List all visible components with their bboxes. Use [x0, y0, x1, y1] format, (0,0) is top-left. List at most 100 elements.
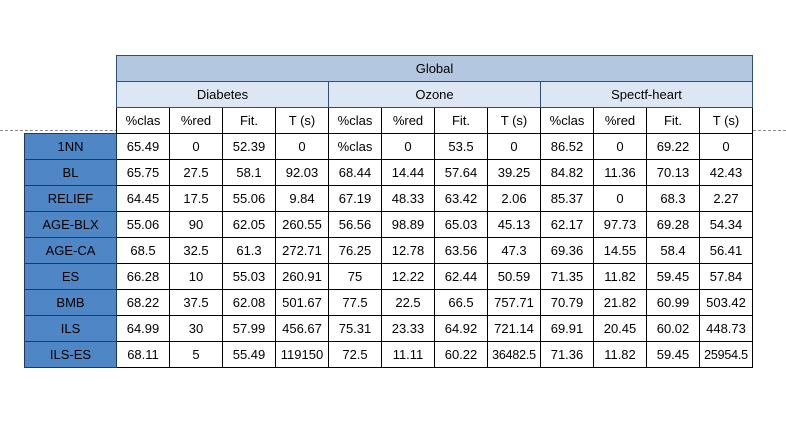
- table-cell: 60.99: [646, 289, 700, 316]
- table-cell: 68.22: [116, 289, 170, 316]
- table-cell: 55.49: [222, 341, 276, 368]
- table-cell: 69.91: [540, 315, 594, 342]
- metric-header: %clas: [328, 107, 382, 134]
- table-cell: 59.45: [646, 263, 700, 290]
- table-cell: 37.5: [169, 289, 223, 316]
- method-label: BL: [24, 159, 117, 186]
- method-label: ILS-ES: [24, 341, 117, 368]
- table-cell: 62.08: [222, 289, 276, 316]
- table-cell: 57.99: [222, 315, 276, 342]
- table-cell: 260.55: [275, 211, 329, 238]
- table-cell: 57.64: [434, 159, 488, 186]
- table-cell: 90: [169, 211, 223, 238]
- table-cell: 21.82: [593, 289, 647, 316]
- table-cell: 55.06: [222, 185, 276, 212]
- table-cell: 85.37: [540, 185, 594, 212]
- table-cell: 58.4: [646, 237, 700, 264]
- table-cell: 17.5: [169, 185, 223, 212]
- table-cell: 0: [381, 133, 435, 160]
- metric-header: T (s): [275, 107, 329, 134]
- table-row: BMB 68.22 37.5 62.08 501.67 77.5 22.5 66.5 757.7…: [24, 289, 753, 316]
- table-cell: 14.44: [381, 159, 435, 186]
- metric-header: T (s): [487, 107, 541, 134]
- table-cell: 9.84: [275, 185, 329, 212]
- table-row: ES 66.28 10 55.03 260.91 75 12.22 62.44 50.59 71.…: [24, 263, 753, 290]
- table-cell: 42.43: [699, 159, 753, 186]
- table-cell: 0: [593, 133, 647, 160]
- table-cell: 64.92: [434, 315, 488, 342]
- table-row: ILS-ES 68.11 5 55.49 119150 72.5 11.11 60.22 364…: [24, 341, 753, 368]
- table-cell: 92.03: [275, 159, 329, 186]
- table-cell: 23.33: [381, 315, 435, 342]
- metric-header: Fit.: [434, 107, 488, 134]
- table-cell: 54.34: [699, 211, 753, 238]
- table-cell: 57.84: [699, 263, 753, 290]
- table-cell: 11.82: [593, 341, 647, 368]
- method-label: BMB: [24, 289, 117, 316]
- table-cell: 71.36: [540, 341, 594, 368]
- method-label: 1NN: [24, 133, 117, 160]
- table-cell: 11.82: [593, 263, 647, 290]
- table-cell: 77.5: [328, 289, 382, 316]
- method-label: ES: [24, 263, 117, 290]
- table-cell: 63.42: [434, 185, 488, 212]
- table-cell: 65.03: [434, 211, 488, 238]
- table-cell: 75: [328, 263, 382, 290]
- table-cell: 11.11: [381, 341, 435, 368]
- metric-header: %clas: [540, 107, 594, 134]
- table-cell: 66.5: [434, 289, 488, 316]
- table-cell: 12.78: [381, 237, 435, 264]
- corner-blank: [25, 56, 117, 82]
- metric-header-row: %clas %red Fit. T (s) %clas %red Fit. T …: [25, 107, 753, 134]
- table-cell: 2.27: [699, 185, 753, 212]
- table-cell: 55.03: [222, 263, 276, 290]
- table-cell: 119150: [275, 341, 329, 368]
- table-cell: 66.28: [116, 263, 170, 290]
- corner-blank: [25, 108, 117, 134]
- dataset-header-spectf-heart: Spectf-heart: [540, 81, 753, 108]
- table-cell: 25954.5: [699, 341, 753, 368]
- table-cell: 10: [169, 263, 223, 290]
- table-body: 1NN 65.49 0 52.39 0 %clas 0 53.5 0 86.52 0 69.22 0 BL…: [24, 133, 753, 368]
- metric-header: Fit.: [222, 107, 276, 134]
- table-cell: 59.45: [646, 341, 700, 368]
- table-cell: 27.5: [169, 159, 223, 186]
- table-cell: 272.71: [275, 237, 329, 264]
- table-cell: 56.41: [699, 237, 753, 264]
- table-cell: 20.45: [593, 315, 647, 342]
- table-cell: 68.5: [116, 237, 170, 264]
- table-cell: 456.67: [275, 315, 329, 342]
- table-cell: 22.5: [381, 289, 435, 316]
- table-cell: 11.36: [593, 159, 647, 186]
- table-cell: 45.13: [487, 211, 541, 238]
- table-cell: 62.05: [222, 211, 276, 238]
- table-row: BL 65.75 27.5 58.1 92.03 68.44 14.44 57.64 39.25…: [24, 159, 753, 186]
- table-cell: 48.33: [381, 185, 435, 212]
- table-cell: 260.91: [275, 263, 329, 290]
- table-cell: 30: [169, 315, 223, 342]
- table-cell: 721.14: [487, 315, 541, 342]
- table-cell: 75.31: [328, 315, 382, 342]
- table-cell: 0: [275, 133, 329, 160]
- table-cell: 12.22: [381, 263, 435, 290]
- metric-header: %red: [169, 107, 223, 134]
- table-cell: 62.17: [540, 211, 594, 238]
- table-cell: 58.1: [222, 159, 276, 186]
- table-cell: 65.75: [116, 159, 170, 186]
- method-label: ILS: [24, 315, 117, 342]
- table-cell: 64.45: [116, 185, 170, 212]
- table-cell: 53.5: [434, 133, 488, 160]
- table-cell: 64.99: [116, 315, 170, 342]
- table-cell: 32.5: [169, 237, 223, 264]
- table-cell: 60.22: [434, 341, 488, 368]
- table-cell: 60.02: [646, 315, 700, 342]
- table-cell: 68.44: [328, 159, 382, 186]
- method-label: AGE-CA: [24, 237, 117, 264]
- table-cell: %clas: [328, 133, 382, 160]
- table-cell: 67.19: [328, 185, 382, 212]
- table-cell: 0: [169, 133, 223, 160]
- table-row: AGE-CA 68.5 32.5 61.3 272.71 76.25 12.78 63.56 4…: [24, 237, 753, 264]
- table-cell: 448.73: [699, 315, 753, 342]
- table-cell: 39.25: [487, 159, 541, 186]
- table-cell: 0: [699, 133, 753, 160]
